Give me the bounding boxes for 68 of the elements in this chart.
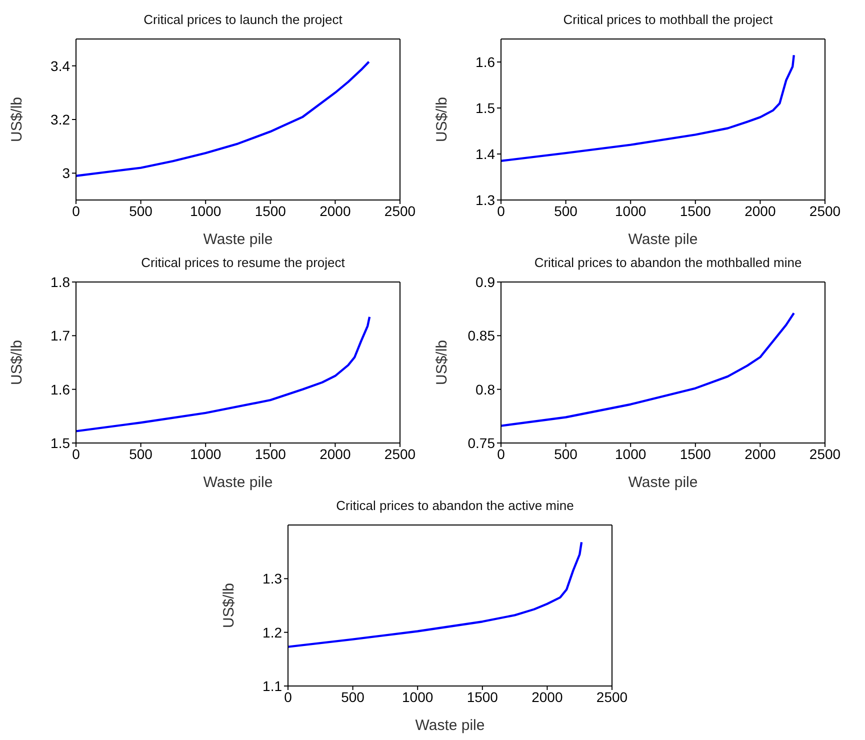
y-axis-title: US$/lb xyxy=(433,96,450,142)
y-tick-label: 1.4 xyxy=(476,146,496,162)
line-series xyxy=(501,312,795,427)
y-tick-label: 1.7 xyxy=(50,328,70,344)
line-series xyxy=(76,60,370,177)
y-tick-label: 3 xyxy=(62,165,70,182)
y-tick-label: 1.8 xyxy=(50,274,70,290)
y-tick-label: 0.8 xyxy=(476,381,496,398)
y-tick-label: 1.1 xyxy=(262,678,282,694)
y-tick-label: 0.75 xyxy=(468,434,496,451)
x-tick-label: 1000 xyxy=(615,202,646,219)
x-tick-label: 2000 xyxy=(320,202,351,219)
x-tick-label: 2000 xyxy=(744,202,776,219)
chart-title: Critical prices to resume the project xyxy=(140,255,346,270)
x-tick-label: 1000 xyxy=(190,202,222,219)
chart-title: Critical prices to abandon the mothballed mine xyxy=(533,255,803,270)
x-tick-label: 500 xyxy=(554,202,578,219)
x-tick-label: 0 xyxy=(72,446,80,462)
x-axis-title: Waste pile xyxy=(628,231,698,248)
x-tick-label: 0 xyxy=(284,688,292,705)
x-axis-title: Waste pile xyxy=(203,231,273,248)
x-tick-label: 2000 xyxy=(320,446,351,462)
y-axis-title: US$/lb xyxy=(220,582,238,628)
y-tick-label: 1.6 xyxy=(476,54,496,70)
y-axis-title: US$/lb xyxy=(433,340,450,386)
x-tick-label: 500 xyxy=(554,446,578,462)
x-tick-label: 1500 xyxy=(680,446,712,462)
x-tick-label: 2500 xyxy=(596,688,628,705)
chart-title: Critical prices to launch the project xyxy=(142,12,344,27)
y-tick-label: 1.5 xyxy=(50,434,70,451)
y-tick-label: 3.2 xyxy=(50,111,70,128)
line-series xyxy=(288,541,583,648)
x-tick-label: 0 xyxy=(497,446,506,462)
x-tick-label: 1000 xyxy=(615,446,646,462)
x-axis-title: Waste pile xyxy=(415,717,485,734)
x-tick-label: 1500 xyxy=(466,688,498,705)
x-tick-label: 2500 xyxy=(809,202,841,219)
y-tick-label: 1.3 xyxy=(476,192,496,208)
x-tick-label: 2500 xyxy=(384,446,416,462)
y-tick-label: 3.4 xyxy=(50,58,70,74)
chart-title: Critical prices to abandon the active mine xyxy=(335,498,575,513)
y-tick-label: 0.85 xyxy=(468,328,496,344)
chart-title: Critical prices to mothball the project xyxy=(562,12,774,27)
x-tick-label: 500 xyxy=(341,688,365,705)
x-tick-label: 500 xyxy=(129,202,153,219)
x-tick-label: 0 xyxy=(497,202,506,219)
x-tick-label: 2000 xyxy=(532,688,563,705)
y-axis-title: US$/lb xyxy=(8,340,26,386)
x-tick-label: 1500 xyxy=(254,446,286,462)
x-tick-label: 2500 xyxy=(809,446,841,462)
x-tick-label: 500 xyxy=(129,446,153,462)
x-tick-label: 1000 xyxy=(190,446,222,462)
x-tick-label: 0 xyxy=(72,202,80,219)
y-tick-label: 1.2 xyxy=(262,624,282,640)
y-tick-label: 1.6 xyxy=(50,381,70,398)
y-axis-title: US$/lb xyxy=(8,96,26,142)
y-tick-label: 0.9 xyxy=(476,274,496,290)
x-tick-label: 2000 xyxy=(744,446,776,462)
y-tick-label: 1.3 xyxy=(262,570,282,587)
x-axis-title: Waste pile xyxy=(628,474,698,491)
line-series xyxy=(501,54,795,162)
line-series xyxy=(76,316,371,432)
x-tick-label: 1000 xyxy=(402,688,434,705)
x-tick-label: 1500 xyxy=(680,202,712,219)
x-axis-title: Waste pile xyxy=(203,474,273,491)
x-tick-label: 2500 xyxy=(384,202,416,219)
y-tick-label: 1.5 xyxy=(476,100,496,116)
x-tick-label: 1500 xyxy=(254,202,286,219)
